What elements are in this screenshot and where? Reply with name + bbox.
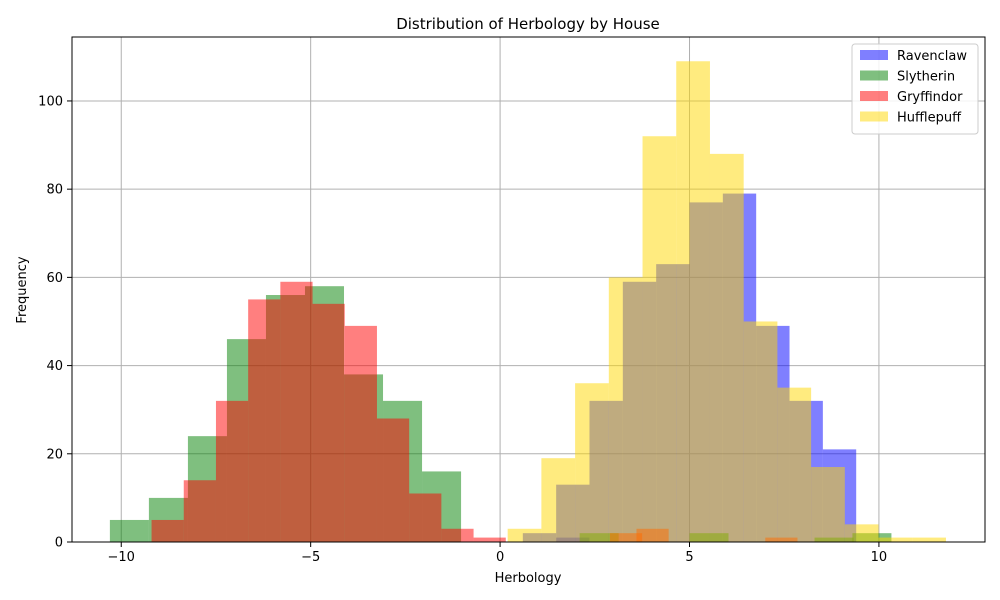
x-axis-ticks: −10 −5 0 5 10 bbox=[108, 542, 888, 565]
legend-swatch-ravenclaw bbox=[860, 50, 888, 60]
bar-hufflepuff-1 bbox=[541, 458, 576, 542]
y-tick-label: 100 bbox=[38, 94, 63, 109]
bar-gryffindor-8 bbox=[409, 493, 442, 542]
bar-gryffindor-1 bbox=[183, 480, 216, 542]
plot-frame bbox=[71, 36, 986, 543]
series-hufflepuff bbox=[507, 61, 946, 543]
bar-hufflepuff-8 bbox=[777, 387, 812, 542]
histogram-bars bbox=[109, 61, 946, 543]
legend-label-gryffindor: Gryffindor bbox=[897, 90, 963, 105]
legend-label-slytherin: Slytherin bbox=[897, 70, 955, 85]
x-tick-label: 10 bbox=[871, 550, 888, 565]
series-gryffindor bbox=[151, 281, 798, 542]
y-axis-label: Frequency bbox=[15, 256, 30, 323]
x-tick-label: −10 bbox=[108, 550, 135, 565]
x-tick-label: 0 bbox=[496, 550, 504, 565]
bar-hufflepuff-6 bbox=[709, 153, 744, 542]
bar-hufflepuff-0 bbox=[507, 528, 542, 542]
bar-gryffindor-9 bbox=[441, 528, 474, 542]
legend: Ravenclaw Slytherin Gryffindor Hufflepuff bbox=[851, 43, 979, 135]
y-tick-label: 20 bbox=[46, 447, 63, 462]
bar-hufflepuff-10 bbox=[844, 524, 879, 542]
legend-label-hufflepuff: Hufflepuff bbox=[897, 111, 962, 126]
bar-gryffindor-6 bbox=[344, 325, 377, 542]
bar-gryffindor-10 bbox=[473, 537, 506, 542]
y-axis-ticks: 0 20 40 60 80 100 bbox=[38, 94, 72, 551]
legend-label-ravenclaw: Ravenclaw bbox=[897, 49, 967, 64]
legend-swatch-gryffindor bbox=[860, 91, 888, 101]
bar-gryffindor-5 bbox=[312, 303, 345, 542]
bar-hufflepuff-5 bbox=[676, 61, 710, 543]
x-tick-label: −5 bbox=[301, 550, 320, 565]
bar-gryffindor-7 bbox=[376, 418, 410, 542]
x-axis-label: Herbology bbox=[495, 571, 562, 586]
chart-title: Distribution of Herbology by House bbox=[396, 15, 660, 33]
x-tick-label: 5 bbox=[685, 550, 693, 565]
bar-hufflepuff-3 bbox=[608, 277, 643, 542]
bar-hufflepuff-2 bbox=[575, 383, 609, 542]
legend-swatch-hufflepuff bbox=[860, 111, 888, 122]
bar-gryffindor-4 bbox=[280, 281, 313, 542]
y-tick-label: 40 bbox=[46, 359, 63, 374]
bar-gryffindor-2 bbox=[215, 400, 249, 542]
bar-gryffindor-0 bbox=[151, 519, 184, 542]
bar-gryffindor-3 bbox=[248, 299, 281, 542]
bar-hufflepuff-4 bbox=[642, 136, 677, 542]
bar-hufflepuff-11 bbox=[878, 537, 913, 542]
y-tick-label: 60 bbox=[46, 271, 63, 286]
y-tick-label: 0 bbox=[55, 536, 63, 551]
y-tick-label: 80 bbox=[46, 183, 63, 198]
bar-slytherin-0 bbox=[109, 519, 149, 542]
bar-hufflepuff-12 bbox=[912, 537, 946, 542]
legend-swatch-slytherin bbox=[860, 70, 888, 81]
bar-hufflepuff-7 bbox=[743, 321, 778, 542]
bar-hufflepuff-9 bbox=[811, 467, 845, 542]
legend-items: Ravenclaw Slytherin Gryffindor Hufflepuff bbox=[860, 49, 967, 126]
